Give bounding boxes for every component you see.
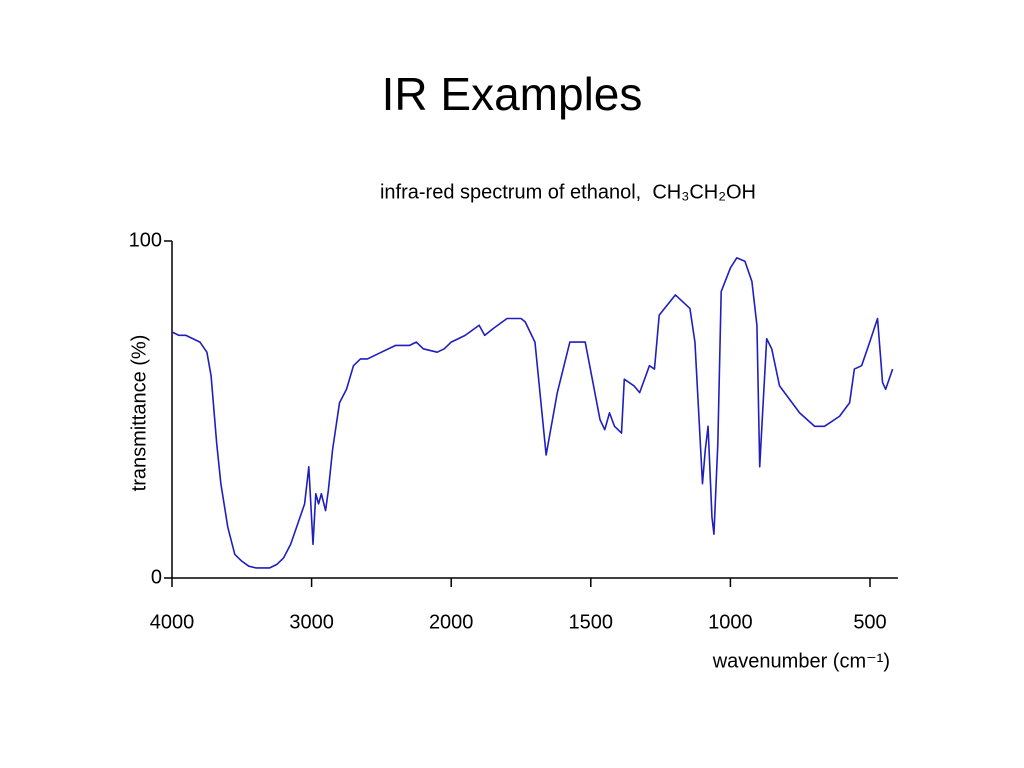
y-tick-label: 100 bbox=[129, 229, 162, 251]
y-axis-label: transmittance (%) bbox=[128, 335, 150, 492]
x-tick-label: 500 bbox=[853, 611, 886, 633]
x-tick-label: 2000 bbox=[429, 611, 474, 633]
chart-title: infra-red spectrum of ethanol, CH₃CH₂OH bbox=[380, 181, 756, 203]
x-tick-label: 4000 bbox=[150, 611, 195, 633]
x-axis-label: wavenumber (cm⁻¹) bbox=[712, 650, 890, 672]
x-tick-label: 1000 bbox=[708, 611, 753, 633]
x-tick-label: 3000 bbox=[289, 611, 334, 633]
spectrum-line bbox=[171, 257, 894, 569]
y-tick-label: 0 bbox=[151, 566, 162, 588]
slide-title: IR Examples bbox=[382, 68, 643, 120]
x-tick-label: 1500 bbox=[569, 611, 614, 633]
